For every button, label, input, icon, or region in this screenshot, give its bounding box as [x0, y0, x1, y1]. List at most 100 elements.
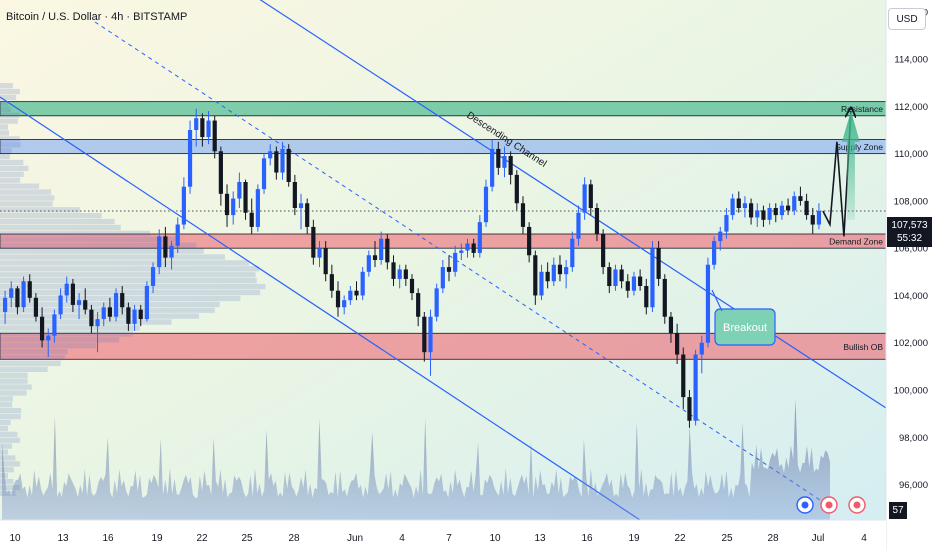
profile-bar: [0, 337, 120, 343]
candle-body: [218, 151, 223, 194]
candle-body: [459, 250, 464, 253]
candle-body: [403, 269, 408, 279]
candle-body: [594, 208, 600, 234]
candle-body: [138, 309, 143, 320]
candle-body: [465, 243, 470, 251]
x-tick-label: 7: [446, 533, 452, 544]
candle-body: [520, 203, 526, 227]
profile-bar: [0, 449, 8, 455]
candle-body: [21, 281, 26, 308]
x-tick-label: 10: [9, 533, 21, 544]
candle-body: [27, 281, 32, 298]
profile-bar: [0, 118, 18, 124]
profile-bar: [0, 431, 18, 437]
candle-body: [440, 267, 445, 289]
candle-body: [453, 252, 458, 272]
candle-body: [693, 354, 698, 421]
candle-body: [718, 231, 723, 242]
x-axis: 10 13 16 19 22 25 28 Jun 4 7 10 13 16 19 22 25 28 Jul 4: [9, 533, 867, 544]
candle-body: [699, 342, 704, 355]
x-tick-label: 4: [861, 533, 867, 544]
candle-body: [33, 297, 39, 317]
corner-badge[interactable]: 57: [889, 502, 907, 519]
x-tick-label: Jun: [347, 533, 363, 544]
profile-bar: [0, 455, 16, 461]
profile-bar: [0, 106, 11, 112]
candle-body: [107, 307, 112, 317]
profile-bar: [0, 224, 121, 231]
candle-body: [255, 189, 260, 227]
x-tick-label: Jul: [812, 533, 825, 544]
x-tick-label: 19: [628, 533, 640, 544]
candle-body: [181, 186, 186, 225]
candle-body: [187, 130, 193, 187]
candle-body: [631, 276, 637, 291]
profile-bar: [0, 201, 53, 207]
x-tick-label: 16: [581, 533, 593, 544]
profile-bar: [0, 272, 256, 278]
lightning-icon-dot: [801, 501, 809, 509]
candle-body: [471, 243, 476, 253]
candle-body: [39, 316, 45, 341]
candle-body: [434, 288, 439, 317]
current-price-tag: 107,573 55:32: [887, 217, 932, 247]
candle-body: [724, 215, 729, 232]
candle-body: [15, 288, 20, 308]
profile-bar: [0, 372, 28, 378]
profile-bar: [0, 266, 260, 272]
projection-arrow: [841, 111, 860, 220]
candle-body: [761, 210, 766, 220]
candle-body: [46, 335, 51, 341]
x-tick-label: 25: [721, 533, 733, 544]
bar-countdown: 55:32: [896, 233, 923, 244]
candle-body: [64, 283, 69, 296]
x-tick-label: 28: [288, 533, 300, 544]
candle-body: [126, 307, 131, 324]
candle-body: [816, 211, 822, 225]
zone-label: Demand Zone: [829, 237, 883, 247]
candle-body: [570, 238, 575, 268]
profile-bar: [0, 124, 8, 130]
x-axis-panel: [0, 520, 886, 550]
profile-bar: [0, 396, 14, 402]
candle-body: [483, 186, 489, 223]
candle-body: [773, 208, 778, 216]
y-tick-label: 104,000: [894, 291, 928, 302]
candle-body: [533, 255, 538, 296]
candle-body: [329, 274, 334, 291]
candle-body: [391, 262, 396, 279]
y-tick-label: 106,000: [894, 244, 928, 255]
y-tick-label: 96,000: [899, 480, 928, 491]
candle-body: [514, 174, 519, 204]
profile-bar: [0, 218, 115, 225]
candle-body: [335, 290, 341, 308]
x-tick-label: 13: [534, 533, 546, 544]
profile-bar: [0, 148, 12, 154]
candle-body: [144, 286, 149, 320]
y-tick-label: 98,000: [899, 433, 928, 444]
x-tick-label: 22: [196, 533, 208, 544]
candle-body: [749, 203, 754, 218]
channel-lower-line: [0, 96, 641, 521]
candle-body: [163, 236, 168, 258]
candle-body: [52, 314, 57, 336]
candle-body: [206, 120, 211, 138]
us-flag-icon-dot: [853, 501, 861, 509]
profile-bar: [0, 354, 65, 361]
profile-bar: [0, 83, 13, 89]
candle-body: [496, 148, 501, 168]
x-tick-label: 4: [399, 533, 405, 544]
candle-body: [477, 222, 482, 253]
candle-body: [705, 264, 711, 343]
candle-body: [551, 264, 556, 282]
candle-body: [157, 236, 162, 268]
profile-bar: [0, 478, 14, 485]
profile-bar: [0, 130, 10, 136]
currency-button[interactable]: USD: [888, 8, 926, 30]
volume-series: [2, 398, 830, 520]
candle-body: [348, 290, 353, 301]
candles-layer: [2, 108, 822, 428]
candle-body: [619, 269, 624, 282]
y-tick-label: 112,000: [894, 102, 928, 113]
